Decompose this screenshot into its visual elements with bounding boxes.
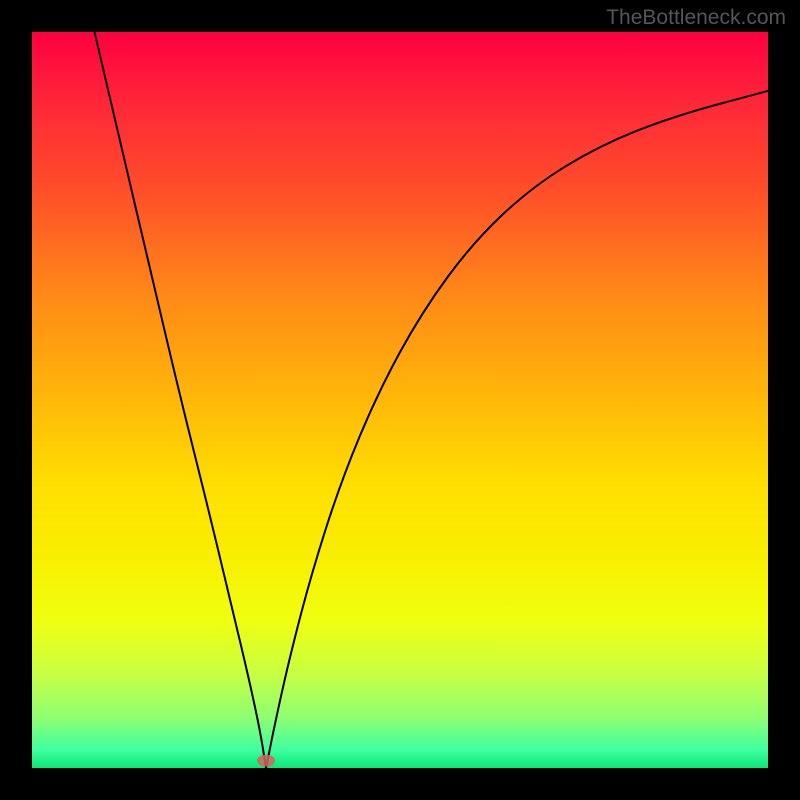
bottleneck-curve-right: [266, 91, 768, 768]
chart-curves-layer: [32, 32, 768, 768]
optimum-marker: [257, 755, 275, 767]
bottleneck-curve-left: [95, 32, 266, 768]
watermark-text: TheBottleneck.com: [606, 6, 786, 30]
chart-plot-area: [32, 32, 768, 768]
